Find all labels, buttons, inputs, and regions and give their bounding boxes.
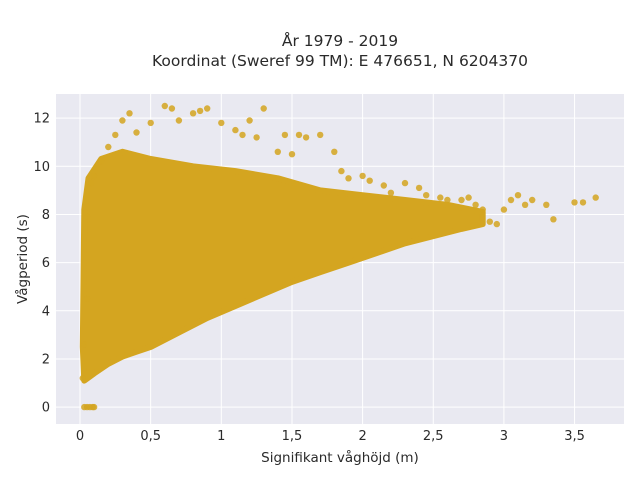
data-point [444,196,451,204]
data-point [302,134,310,141]
x-tick-label: 3,5 [564,429,585,444]
data-point [331,148,338,155]
data-point [81,341,88,348]
data-point [98,158,105,165]
data-point [571,199,578,206]
x-tick-label: 0,5 [140,429,161,444]
data-point [366,177,373,184]
data-point [168,105,176,112]
data-point [437,194,444,201]
data-points [79,102,599,411]
data-point [260,105,267,112]
data-point [415,184,423,192]
data-point [401,179,409,187]
data-point [423,192,430,199]
x-tick-label: 1 [217,429,225,444]
data-point [550,216,557,223]
data-point [90,172,98,180]
x-tick-label: 1,5 [282,429,303,444]
data-point [458,196,465,204]
y-axis-ticks: 0 2 4 6 8 10 12 [33,112,50,416]
data-point [105,143,112,151]
y-tick-label: 8 [42,208,50,223]
data-point [472,201,479,208]
data-point [239,131,246,139]
data-point [295,131,303,139]
data-point [317,131,324,139]
x-tick-label: 3 [500,429,508,444]
x-tick-label: 0 [76,429,84,444]
data-point [500,206,508,213]
data-point [79,375,87,382]
data-point [88,179,95,187]
data-point [246,117,253,124]
data-point [204,105,211,112]
data-point [175,117,183,124]
data-point [281,131,289,139]
y-tick-label: 2 [42,352,50,367]
data-point [579,199,587,206]
data-point [90,403,98,411]
data-point [83,295,91,302]
data-point [479,206,486,213]
x-axis-label: Signifikant våghöjd (m) [261,449,419,466]
data-point [196,107,204,115]
y-tick-label: 6 [42,256,50,271]
data-point [529,196,536,204]
data-point [274,148,281,155]
data-point [380,182,387,189]
data-point [218,119,225,127]
data-point [493,220,500,228]
data-point [253,134,260,141]
data-point [486,218,493,225]
data-point [161,102,168,110]
data-point [133,129,140,136]
x-axis-ticks: 0 0,5 1 1,5 2 2,5 3 3,5 [76,429,585,444]
data-point [288,151,296,158]
data-point [338,167,345,175]
data-point [465,194,472,201]
data-point [345,175,352,182]
data-point [189,110,197,117]
y-tick-label: 4 [42,304,50,319]
data-point [126,110,133,117]
grid-lines [56,94,624,424]
chart-title-line-2: Koordinat (Sweref 99 TM): E 476651, N 62… [152,52,528,70]
data-point [232,126,239,134]
data-point [507,196,515,204]
data-point [514,192,522,199]
data-point [387,189,395,196]
data-point [112,131,119,139]
x-tick-label: 2,5 [423,429,444,444]
y-tick-label: 10 [33,160,50,175]
data-point [521,201,529,208]
data-point [119,117,126,124]
y-axis-label: Vågperiod (s) [14,214,31,304]
y-tick-label: 0 [42,401,50,416]
data-point [147,119,154,127]
chart-title-line-1: År 1979 - 2019 [282,31,398,50]
data-point [359,172,366,180]
x-tick-label: 2 [358,429,366,444]
data-point [543,201,550,208]
data-point [592,194,599,201]
data-point [83,213,91,220]
y-tick-label: 12 [33,112,50,127]
dense-point-cloud [79,148,486,384]
